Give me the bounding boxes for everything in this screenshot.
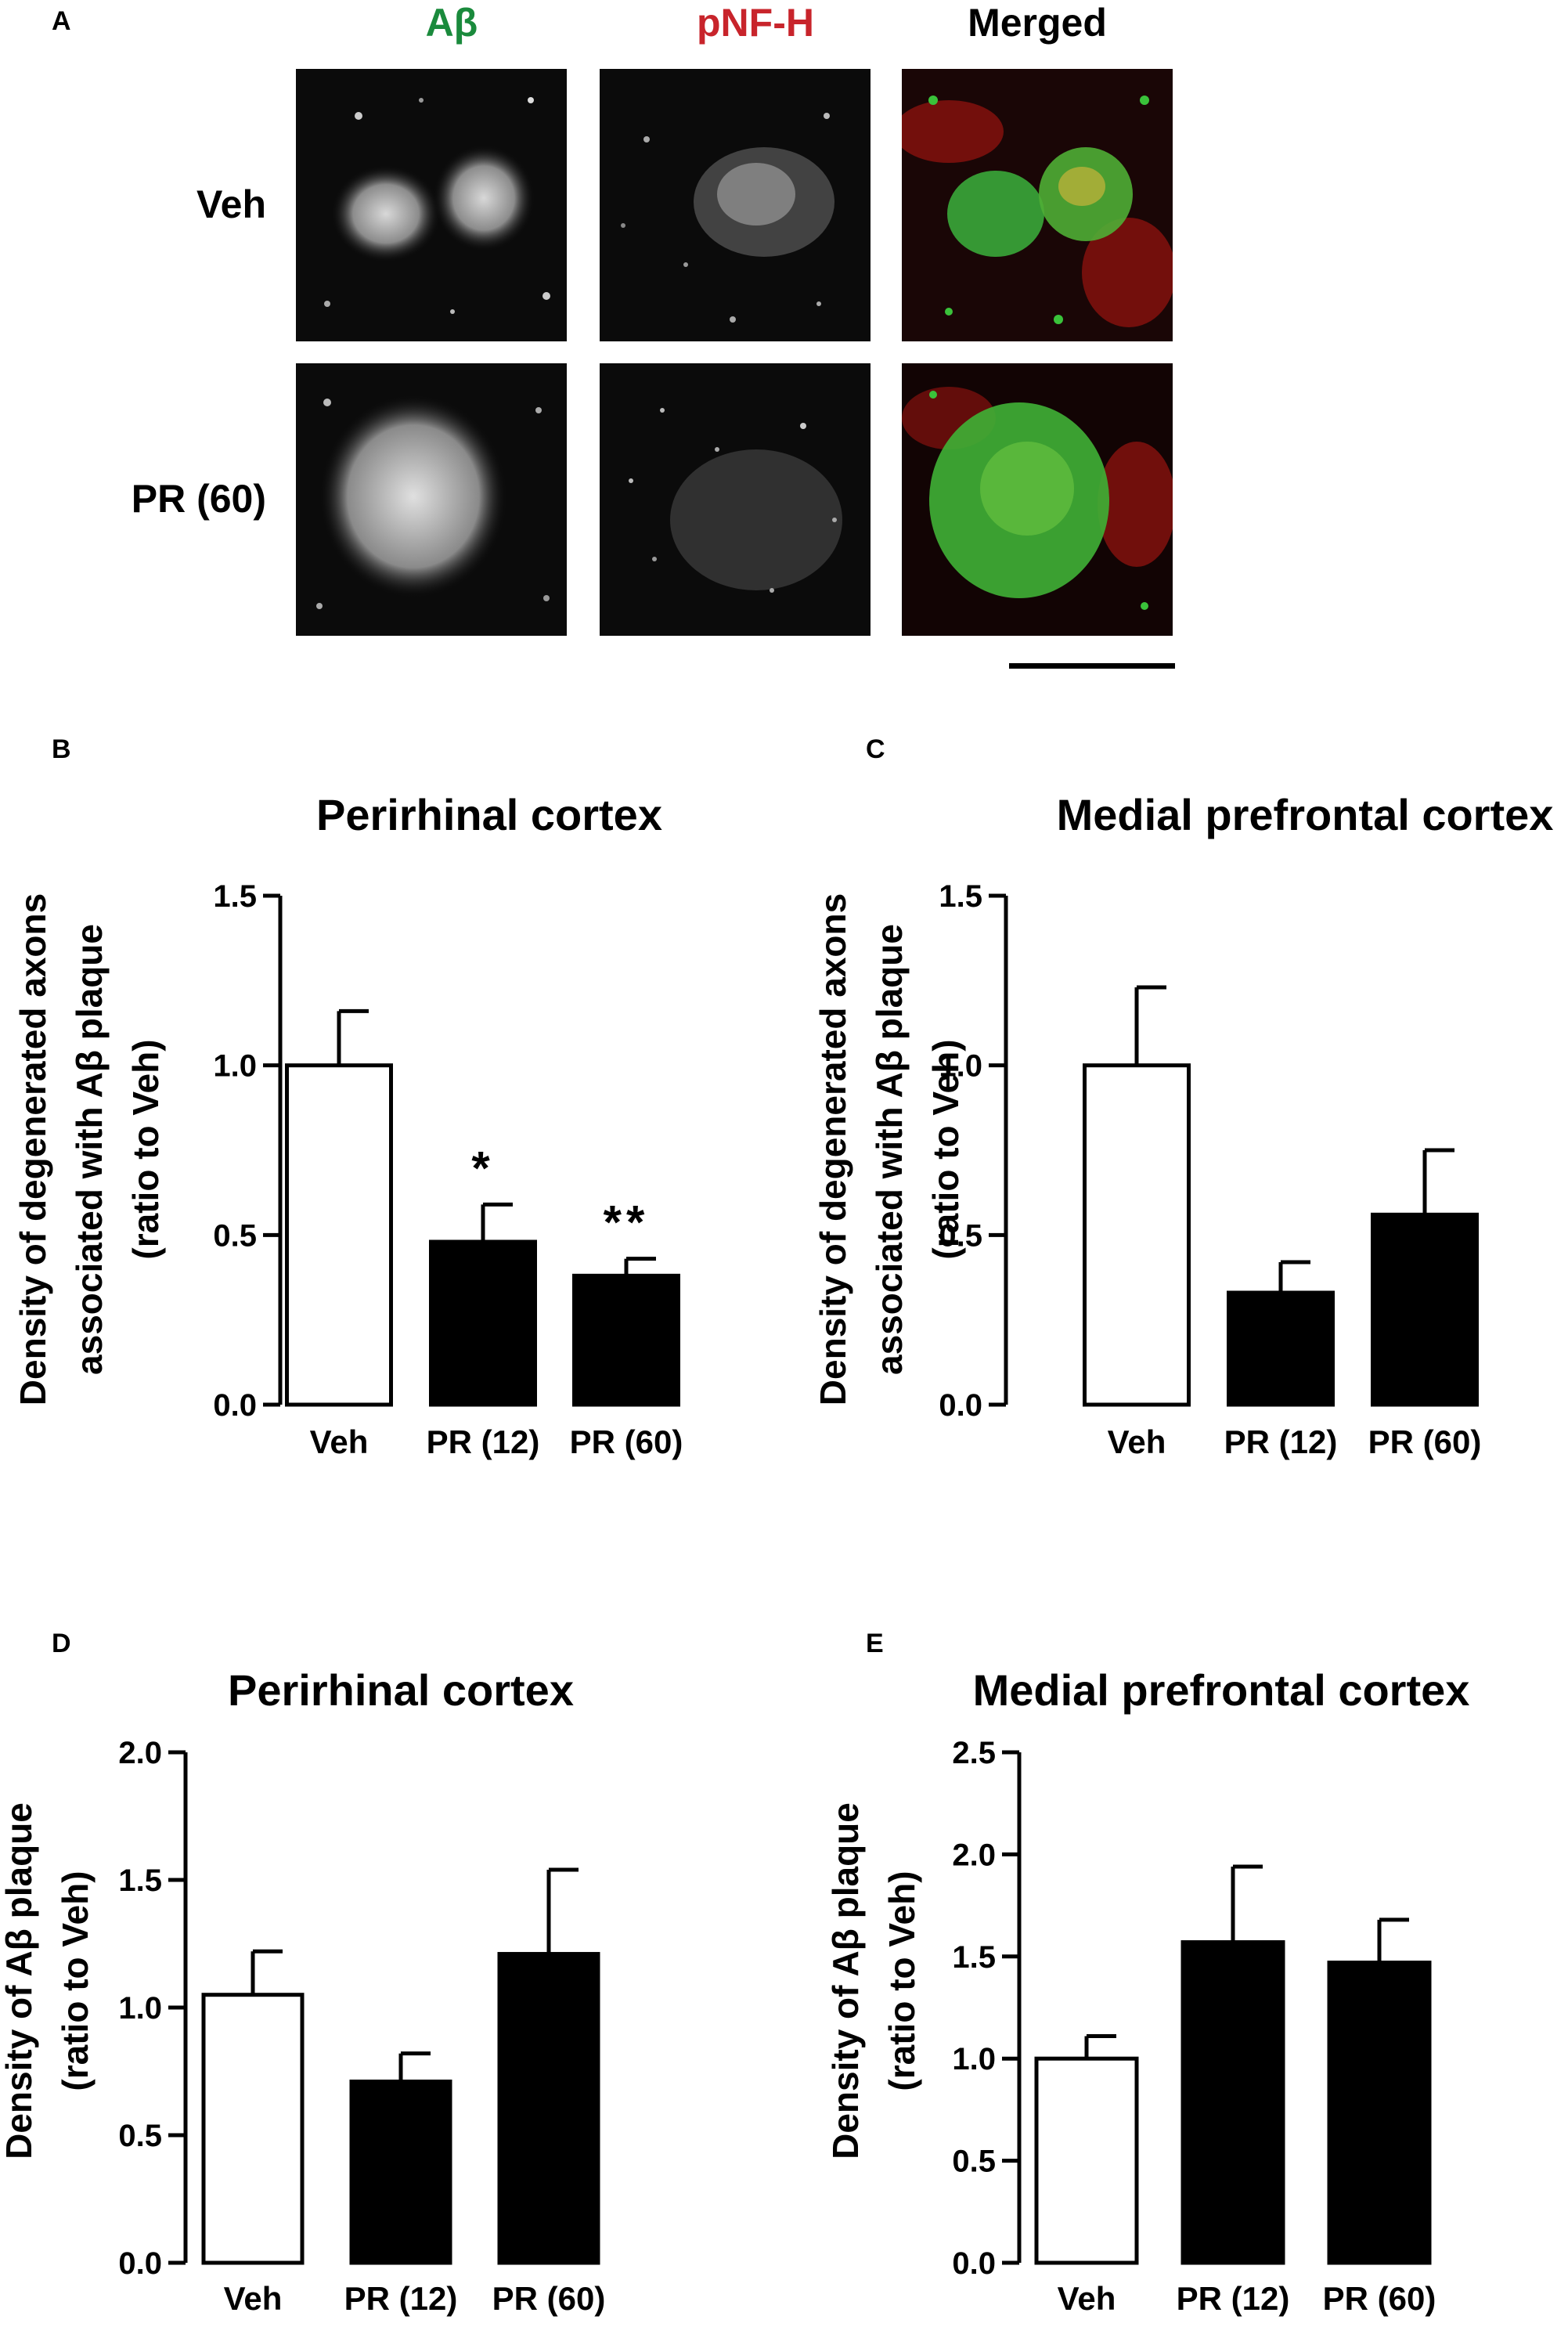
- y-tick-label: 1.0: [939, 1049, 982, 1084]
- micrograph-abeta-pr60: [296, 363, 567, 636]
- column-header-merged: Merged: [968, 1, 1107, 45]
- micrograph-pnfh-pr60: [600, 363, 871, 636]
- bar: [429, 1239, 537, 1407]
- chart-title: Perirhinal cortex: [316, 790, 662, 839]
- bar: [349, 2080, 452, 2265]
- x-tick-label: PR (60): [570, 1423, 683, 1460]
- y-axis-label-line: Density of Aβ plaque: [0, 1802, 39, 2159]
- panel-letter: D: [52, 1629, 71, 1658]
- micrograph-abeta-veh: [296, 69, 567, 341]
- y-tick-label: 2.0: [952, 1838, 996, 1872]
- y-tick-label: 1.5: [213, 879, 257, 914]
- y-axis-label-line: (ratio to Veh): [881, 1871, 922, 2091]
- row-header-pr60: PR (60): [131, 477, 266, 521]
- chart-title: Perirhinal cortex: [228, 1665, 574, 1715]
- x-tick-label: PR (12): [1224, 1423, 1338, 1460]
- y-axis-label-line: Density of degenerated axons: [813, 893, 853, 1405]
- chart-perirhinal-degenerated-axons: B Perirhinal cortex Density of degenerated…: [13, 734, 683, 1460]
- bar: [1371, 1212, 1479, 1407]
- y-axis-label-line: (ratio to Veh): [925, 1039, 966, 1259]
- scale-bar: [1009, 663, 1175, 669]
- y-axis-label-line: associated with Aβ plaque: [69, 924, 110, 1375]
- x-tick-label: PR (60): [1368, 1423, 1482, 1460]
- x-tick-label: PR (12): [427, 1423, 540, 1460]
- panel-a-letter: A: [52, 6, 71, 36]
- y-axis-label-line: (ratio to Veh): [55, 1871, 96, 2091]
- bar: [572, 1273, 680, 1407]
- y-tick-label: 2.5: [952, 1736, 996, 1770]
- y-axis-label-line: Density of Aβ plaque: [825, 1802, 866, 2159]
- bar: [285, 1063, 393, 1407]
- y-tick-label: 0.0: [213, 1388, 257, 1423]
- y-tick-label: 0.5: [213, 1218, 257, 1253]
- significance-marker: **: [604, 1196, 650, 1249]
- x-tick-label: PR (60): [492, 2280, 606, 2317]
- bar: [1034, 2056, 1139, 2265]
- chart-mpfc-plaque-density: E Medial prefrontal cortex Density of Aβ p…: [825, 1629, 1469, 2317]
- chart-title: Medial prefrontal cortex: [1057, 790, 1554, 839]
- x-tick-label: PR (12): [344, 2280, 458, 2317]
- row-header-veh: Veh: [196, 182, 266, 226]
- bar: [201, 1993, 305, 2265]
- micrograph-merged-veh: [902, 69, 1173, 341]
- panel-letter: B: [52, 734, 71, 764]
- x-tick-label: Veh: [224, 2280, 283, 2317]
- chart-perirhinal-plaque-density: D Perirhinal cortex Density of Aβ plaque (r…: [0, 1629, 605, 2317]
- micrograph-pnfh-veh: [600, 69, 871, 341]
- y-tick-label: 0.0: [952, 2246, 996, 2281]
- x-tick-label: PR (60): [1323, 2280, 1436, 2317]
- y-tick-label: 2.0: [118, 1736, 162, 1770]
- chart-title: Medial prefrontal cortex: [973, 1665, 1470, 1715]
- y-axis-label-line: associated with Aβ plaque: [869, 924, 910, 1375]
- x-tick-label: Veh: [1058, 2280, 1116, 2317]
- y-tick-label: 1.0: [952, 2042, 996, 2076]
- column-header-pnfh: pNF-H: [697, 1, 814, 45]
- y-tick-label: 1.5: [118, 1863, 162, 1898]
- bar: [1327, 1961, 1432, 2265]
- chart-mpfc-degenerated-axons: C Medial prefrontal cortex Density of dege…: [813, 734, 1553, 1460]
- y-tick-label: 0.0: [939, 1388, 982, 1423]
- x-tick-label: Veh: [1108, 1423, 1166, 1460]
- bar: [1181, 1940, 1285, 2265]
- y-tick-label: 0.5: [952, 2145, 996, 2179]
- panel-letter: E: [866, 1629, 884, 1658]
- x-tick-label: Veh: [310, 1423, 369, 1460]
- y-tick-label: 1.5: [939, 879, 982, 914]
- y-tick-label: 1.0: [213, 1049, 257, 1084]
- bar: [1083, 1063, 1191, 1407]
- y-axis-label-line: (ratio to Veh): [125, 1039, 166, 1259]
- column-header-abeta: Aβ: [425, 1, 478, 45]
- y-tick-label: 1.0: [118, 1991, 162, 2026]
- y-tick-label: 1.5: [952, 1940, 996, 1975]
- y-tick-label: 0.0: [118, 2246, 162, 2281]
- y-tick-label: 0.5: [939, 1218, 982, 1253]
- significance-marker: *: [471, 1142, 494, 1194]
- bar: [497, 1952, 600, 2265]
- x-tick-label: PR (12): [1177, 2280, 1290, 2317]
- y-axis-label-line: Density of degenerated axons: [13, 893, 53, 1405]
- panel-letter: C: [866, 734, 885, 764]
- y-tick-label: 0.5: [118, 2119, 162, 2153]
- micrograph-merged-pr60: [902, 363, 1173, 636]
- bar: [1227, 1290, 1335, 1407]
